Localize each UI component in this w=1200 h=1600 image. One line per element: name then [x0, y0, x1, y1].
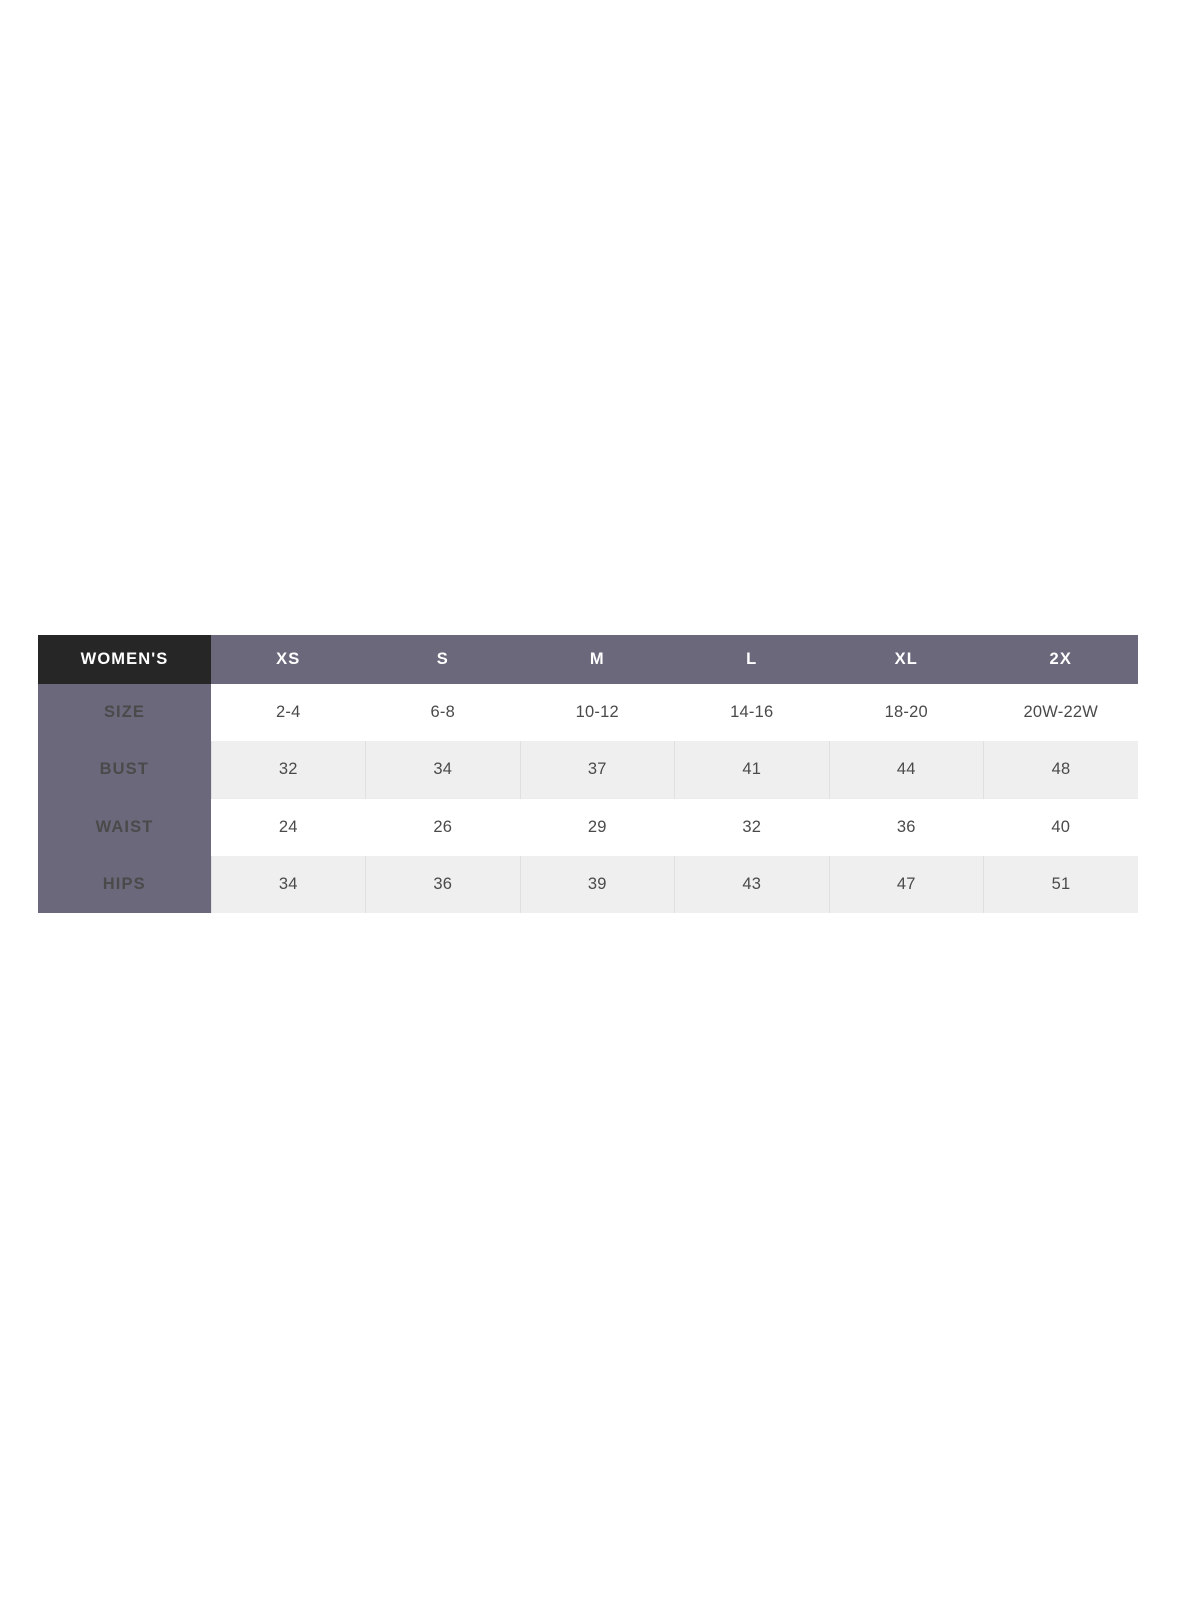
- cell-waist-xl: 36: [829, 798, 984, 856]
- row-label-bust: BUST: [38, 741, 211, 799]
- cell-size-s: 6-8: [365, 684, 520, 741]
- cell-size-l: 14-16: [674, 684, 829, 741]
- cell-bust-s: 34: [365, 741, 520, 799]
- column-header-l: L: [674, 635, 829, 684]
- cell-bust-m: 37: [519, 741, 675, 799]
- table-row: WAIST 24 26 29 32 36 40: [38, 798, 1138, 856]
- size-chart-container: WOMEN'S XS S M L XL 2X SIZE 2-4 6-8 10-1…: [38, 635, 1138, 913]
- cell-hips-m: 39: [519, 856, 675, 913]
- cell-bust-xs: 32: [210, 741, 366, 799]
- cell-size-xs: 2-4: [211, 684, 366, 741]
- table-row: SIZE 2-4 6-8 10-12 14-16 18-20 20W-22W: [38, 684, 1138, 741]
- column-header-m: M: [520, 635, 675, 684]
- cell-hips-s: 36: [365, 856, 520, 913]
- cell-bust-xl: 44: [828, 741, 984, 799]
- cell-hips-xl: 47: [828, 856, 984, 913]
- cell-size-xl: 18-20: [829, 684, 984, 741]
- cell-waist-l: 32: [674, 798, 829, 856]
- row-label-size: SIZE: [38, 684, 211, 741]
- column-header-s: S: [365, 635, 520, 684]
- cell-waist-xs: 24: [211, 798, 366, 856]
- cell-hips-2x: 51: [983, 856, 1138, 913]
- cell-size-m: 10-12: [520, 684, 675, 741]
- size-chart-head: WOMEN'S XS S M L XL 2X: [38, 635, 1138, 684]
- row-label-waist: WAIST: [38, 798, 211, 856]
- column-header-2x: 2X: [983, 635, 1138, 684]
- size-chart-header-row: WOMEN'S XS S M L XL 2X: [38, 635, 1138, 684]
- table-row: HIPS 34 36 39 43 47 51: [38, 856, 1138, 913]
- size-chart-body: SIZE 2-4 6-8 10-12 14-16 18-20 20W-22W B…: [38, 684, 1138, 913]
- cell-waist-2x: 40: [983, 798, 1138, 856]
- cell-size-2x: 20W-22W: [983, 684, 1138, 741]
- column-header-xl: XL: [829, 635, 984, 684]
- row-label-hips: HIPS: [38, 856, 211, 913]
- table-row: BUST 32 34 37 41 44 48: [38, 741, 1138, 799]
- cell-hips-l: 43: [674, 856, 829, 913]
- cell-waist-s: 26: [365, 798, 520, 856]
- column-header-xs: XS: [211, 635, 366, 684]
- cell-bust-2x: 48: [983, 741, 1138, 799]
- size-chart-corner-label: WOMEN'S: [38, 635, 211, 684]
- cell-hips-xs: 34: [210, 856, 366, 913]
- cell-waist-m: 29: [520, 798, 675, 856]
- womens-size-chart-table: WOMEN'S XS S M L XL 2X SIZE 2-4 6-8 10-1…: [38, 635, 1138, 913]
- cell-bust-l: 41: [674, 741, 829, 799]
